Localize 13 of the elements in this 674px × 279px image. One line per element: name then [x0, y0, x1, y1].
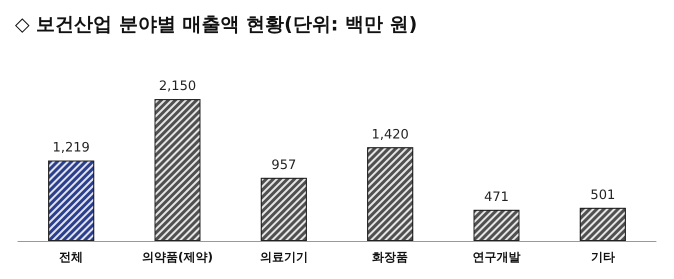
x-tick-label: 전체 [59, 250, 84, 264]
x-tick-label: 기타 [590, 250, 615, 264]
x-tick-label: 연구개발 [472, 250, 520, 264]
data-label: 2,150 [158, 79, 196, 94]
data-label: 501 [590, 188, 616, 203]
x-tick-label: 의약품(제약) [142, 250, 213, 264]
chart-title: ◇ 보건산업 분야별 매출액 현황(단위: 백만 원) [15, 14, 418, 36]
data-label: 1,420 [372, 127, 409, 142]
x-tick-label: 화장품 [372, 250, 408, 264]
data-label: 471 [484, 190, 509, 205]
x-tick-label: 의료기기 [260, 250, 308, 264]
data-label: 1,219 [52, 140, 90, 156]
data-label: 957 [271, 158, 296, 173]
